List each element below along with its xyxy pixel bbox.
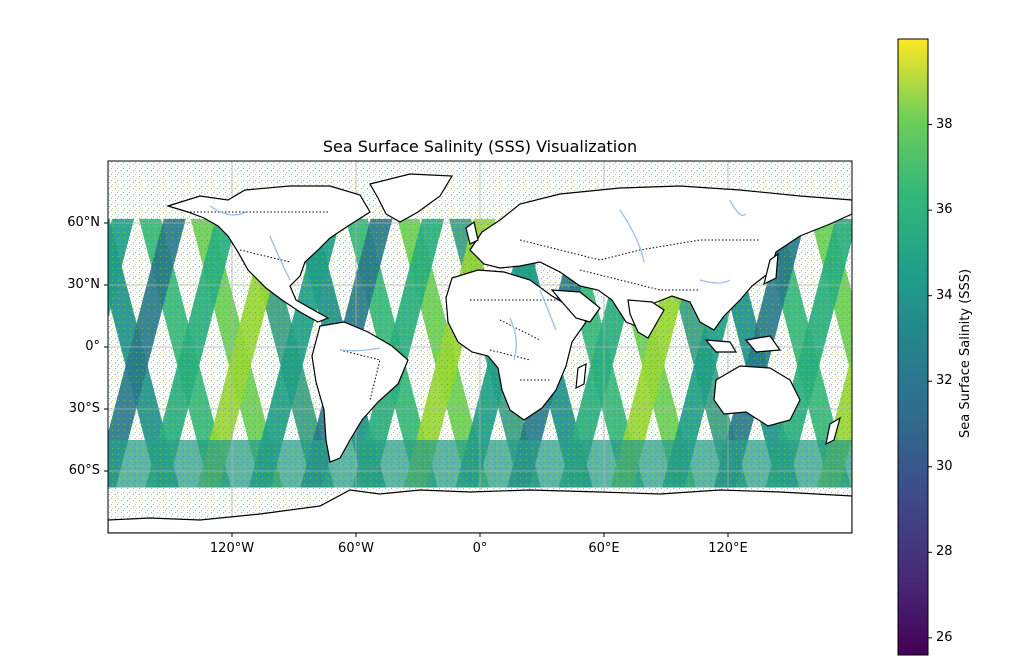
country-borders <box>190 211 760 401</box>
x-tick-label: 60°E <box>588 541 620 556</box>
x-tick-label: 120°W <box>209 541 255 556</box>
map-title: Sea Surface Salinity (SSS) Visualization <box>322 137 638 156</box>
colorbar-tick-label: 36 <box>936 202 953 218</box>
rivers <box>209 199 747 361</box>
colorbar-tick-label: 30 <box>936 458 953 474</box>
x-tick-label: 120°E <box>708 541 748 556</box>
y-tick-label: 0° <box>85 339 100 354</box>
colorbar-tick-label: 34 <box>936 287 953 303</box>
colorbar-tick-label: 38 <box>936 116 953 132</box>
y-tick-label: 30°S <box>68 401 100 416</box>
y-tick-label: 60°N <box>67 215 100 230</box>
colorbar-tick-label: 28 <box>936 544 953 560</box>
colorbar-tick-label: 32 <box>936 373 953 389</box>
y-tick-label: 60°S <box>68 463 100 478</box>
x-tick-label: 60°W <box>338 541 374 556</box>
x-tick-label: 0° <box>472 541 488 556</box>
colorbar <box>897 38 929 656</box>
y-tick-label: 30°N <box>67 277 100 292</box>
colorbar-label: Sea Surface Salinity (SSS) <box>958 268 973 438</box>
colorbar-tick-label: 26 <box>936 629 953 645</box>
